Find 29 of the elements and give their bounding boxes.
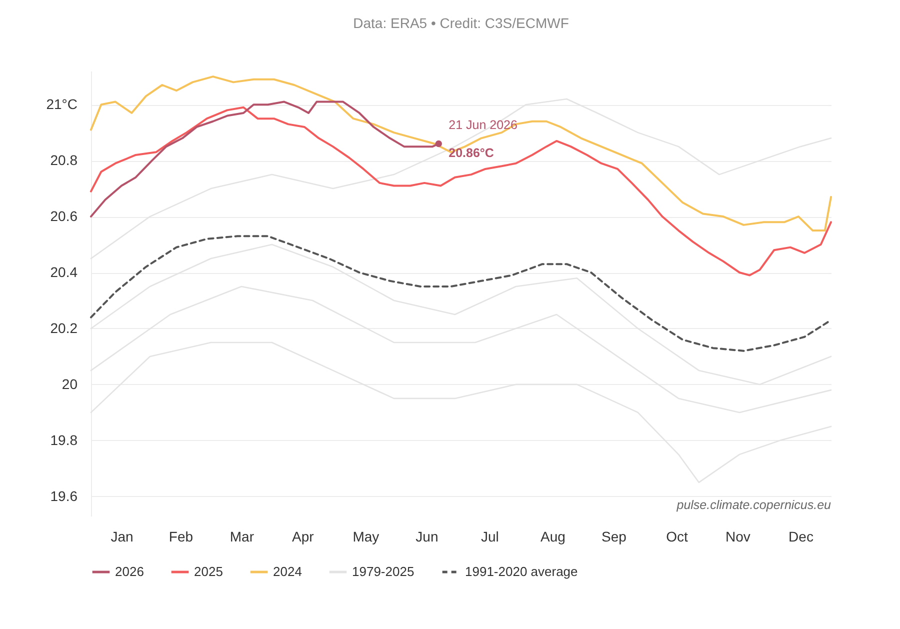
x-tick-label: Apr bbox=[292, 528, 314, 544]
legend-label: 2024 bbox=[273, 564, 302, 579]
x-tick-label: Oct bbox=[666, 528, 688, 544]
y-tick-label: 21°C bbox=[46, 96, 78, 112]
x-tick-label: Feb bbox=[168, 528, 194, 544]
legend-label: 1991-2020 average bbox=[465, 564, 578, 579]
y-tick-label: 20.6 bbox=[50, 208, 78, 224]
annotation: pulse.climate.copernicus.eu bbox=[676, 498, 832, 512]
y-tick-label: 20.8 bbox=[50, 152, 78, 168]
y-tick-label: 20 bbox=[62, 376, 78, 392]
annotation: 20.86°C bbox=[448, 146, 494, 160]
legend-label: 2026 bbox=[115, 564, 144, 579]
legend-label: 1979-2025 bbox=[352, 564, 414, 579]
chart-title: Data: ERA5 • Credit: C3S/ECMWF bbox=[353, 15, 569, 31]
legend-label: 2025 bbox=[194, 564, 223, 579]
x-tick-label: Mar bbox=[230, 528, 254, 544]
x-tick-label: Nov bbox=[726, 528, 750, 544]
x-tick-label: Jul bbox=[481, 528, 499, 544]
x-tick-label: May bbox=[352, 528, 380, 544]
y-tick-label: 20.4 bbox=[50, 264, 78, 280]
y-tick-label: 19.8 bbox=[50, 432, 78, 448]
x-tick-label: Jan bbox=[110, 528, 134, 544]
x-tick-label: Aug bbox=[540, 528, 566, 544]
annotation: 21 Jun 2026 bbox=[448, 118, 518, 132]
x-tick-label: Dec bbox=[788, 528, 814, 544]
x-tick-label: Jun bbox=[416, 528, 438, 544]
y-tick-label: 20.2 bbox=[50, 320, 78, 336]
y-tick-label: 19.6 bbox=[50, 488, 78, 504]
x-tick-label: Sep bbox=[602, 528, 627, 544]
